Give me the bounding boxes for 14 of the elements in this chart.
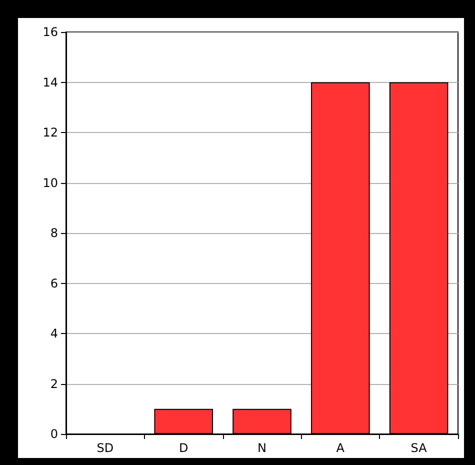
x-tick-label: N <box>258 441 266 455</box>
y-tick-label: 8 <box>50 226 58 240</box>
y-tick-label: 16 <box>42 25 58 39</box>
y-tick-label: 6 <box>50 276 58 290</box>
y-tick-label: 0 <box>50 427 58 441</box>
x-tick-label: A <box>336 441 346 455</box>
x-tick-label: D <box>178 441 188 455</box>
x-tick-label: SD <box>96 441 114 455</box>
y-tick-label: 2 <box>50 376 58 391</box>
y-tick-label: 14 <box>42 75 58 90</box>
x-tick-label: SA <box>410 441 428 455</box>
y-tick-label: 4 <box>50 326 58 340</box>
y-tick-label: 12 <box>42 126 58 140</box>
y-tick-label: 10 <box>42 176 58 190</box>
